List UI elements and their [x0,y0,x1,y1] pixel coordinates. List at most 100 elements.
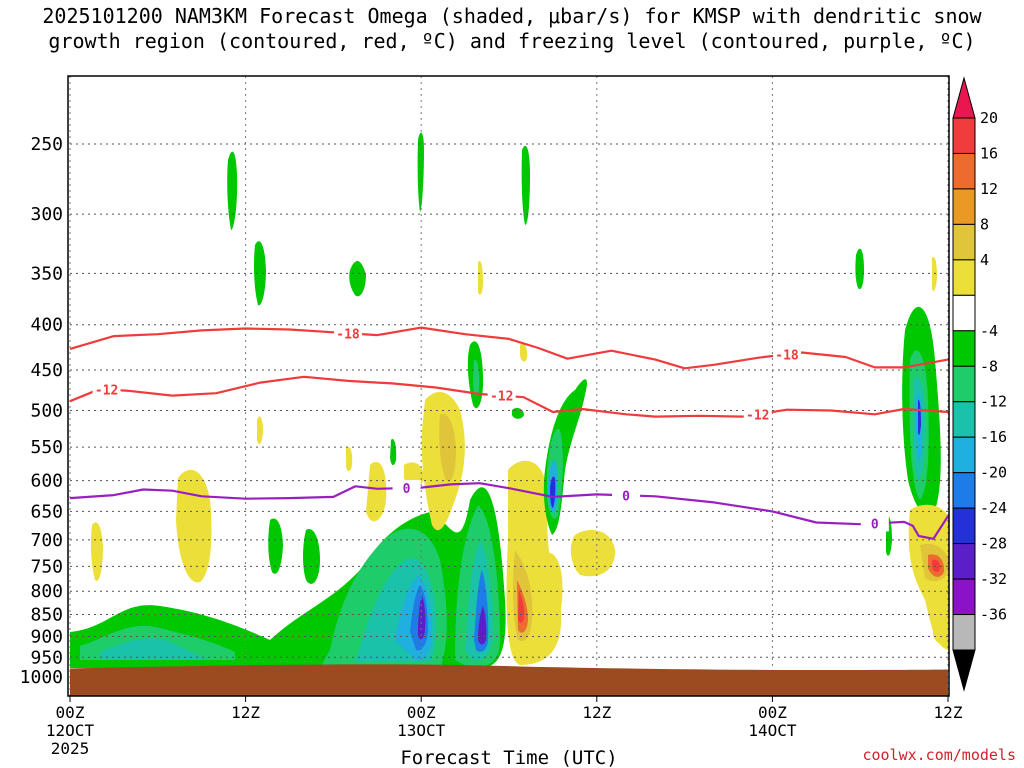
omega-region [439,414,456,482]
dendritic-contour-line [69,375,949,418]
colorbar-label: -4 [980,322,998,340]
y-tick-label: 450 [30,360,63,381]
dendritic-contour-label: -12 [95,384,118,399]
omega-region [932,256,937,292]
y-tick-label: 950 [30,647,63,668]
omega-region [512,407,524,419]
colorbar-label: -16 [980,428,1007,446]
colorbar-swatch [952,188,976,225]
omega-region [521,145,530,225]
x-axis-title: Forecast Time (UTC) [400,747,617,768]
y-tick-label: 700 [30,530,63,551]
dendritic-contour-label-bg [773,346,802,363]
dendritic-contour-label: -12 [746,408,769,423]
x-tick-label: 12Z [934,703,963,722]
y-axis: 2503003504004505005506006507007508008509… [20,134,63,688]
omega-region [478,260,483,295]
colorbar-top-arrow [952,76,976,119]
colorbar-label: -36 [980,606,1007,624]
omega-region [303,529,320,584]
colorbar-label: -20 [980,464,1007,482]
ground-surface [70,664,948,696]
omega-region [91,522,103,581]
omega-region [550,476,556,508]
x-tick-label: 00Z [56,703,85,722]
omega-region [918,399,921,436]
credit-text: coolwx.com/models [862,746,1016,764]
colorbar-swatch [952,578,976,616]
omega-region [100,638,210,660]
colorbar-swatch [952,614,976,651]
freezing-contour-label: 0 [622,489,630,504]
x-tick-label: 12Z [231,703,260,722]
omega-region [404,462,425,486]
omega-region [366,461,387,522]
ground-fill [70,664,948,696]
y-tick-label: 500 [30,401,63,422]
colorbar-label: -32 [980,570,1007,588]
colorbar-label: -12 [980,393,1007,411]
y-tick-label: 900 [30,626,63,647]
colorbar-label: -8 [980,357,998,375]
omega-region [254,241,266,306]
colorbar: 20 16 12 8 4 -4 -8 -12 -16 -20 -24 -28 -32 -36 [952,76,1007,692]
y-tick-label: 350 [30,263,63,284]
omega-region [473,359,480,396]
grid-lines [69,76,949,696]
y-tick-label: 650 [30,501,63,522]
colorbar-swatch [952,259,976,296]
x-tick-label: 12Z [582,703,611,722]
plot-frame [67,75,950,697]
omega-region [540,552,563,627]
contour-lines: -18 -18 -12 -12 -12 0 0 0 [69,325,949,540]
colorbar-swatch [952,507,976,545]
x-tick-date-label: 13OCT [397,721,446,740]
y-tick-label: 300 [30,204,63,225]
dendritic-contour-label: -18 [775,348,799,363]
y-tick-label: 800 [30,581,63,602]
x-tick-year-label: 2025 [51,739,90,758]
colorbar-label: 8 [980,215,989,233]
colorbar-label: -28 [980,535,1007,553]
colorbar-label: 16 [980,144,998,162]
y-tick-label: 850 [30,605,63,626]
omega-region [855,248,864,290]
freezing-contour-line [69,482,949,540]
freezing-contour-label: 0 [403,482,411,497]
omega-region [933,619,946,644]
omega-region [932,559,941,573]
colorbar-swatch [952,223,976,261]
dendritic-contour-label-bg [487,387,516,404]
x-tick-date-label: 14OCT [748,721,797,740]
colorbar-label: 4 [980,251,989,269]
colorbar-swatch [952,472,976,509]
chart-title-line1: 2025101200 NAM3KM Forecast Omega (shaded… [42,4,982,28]
colorbar-label: 12 [980,180,998,198]
dendritic-contour-label-bg [92,381,121,398]
y-tick-label: 1000 [20,667,63,688]
freezing-contour-label: 0 [871,517,879,532]
chart-title-line2: growth region (contoured, red, ºC) and f… [48,29,976,53]
colorbar-swatch [952,294,976,332]
y-tick-label: 600 [30,471,63,492]
colorbar-bottom-arrow [952,649,976,692]
omega-region [257,416,263,445]
freezing-contour-label-bg [860,515,889,532]
omega-region [390,439,397,466]
colorbar-swatch [952,543,976,580]
omega-region [227,151,238,230]
omega-region [268,518,283,574]
omega-region [520,343,528,362]
x-tick-label: 00Z [758,703,787,722]
omega-region [518,590,525,623]
y-tick-label: 400 [30,315,63,336]
y-tick-label: 250 [30,134,63,155]
colorbar-swatch [952,365,976,403]
dendritic-contour-label: -18 [336,327,360,342]
colorbar-label: 20 [980,109,998,127]
colorbar-swatch [952,401,976,438]
dendritic-contour-line [69,326,949,370]
